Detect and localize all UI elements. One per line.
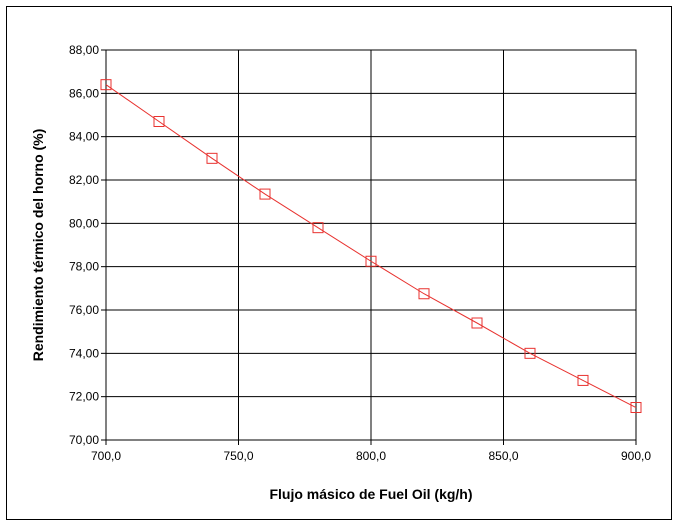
series-line bbox=[105, 84, 637, 408]
x-tick-label: 700,0 bbox=[91, 449, 121, 463]
data-point-marker bbox=[365, 255, 377, 267]
y-tick-label: 78,00 bbox=[69, 260, 99, 274]
data-point-marker bbox=[418, 288, 430, 300]
y-tick-label: 70,00 bbox=[69, 433, 99, 447]
y-tick-label: 88,00 bbox=[69, 43, 99, 57]
data-point-marker bbox=[471, 317, 483, 329]
data-point-marker bbox=[312, 222, 324, 234]
chart-frame bbox=[6, 6, 672, 520]
y-tick-label: 84,00 bbox=[69, 130, 99, 144]
data-point-marker bbox=[630, 402, 642, 413]
y-tick-label: 86,00 bbox=[69, 86, 99, 100]
y-tick-label: 76,00 bbox=[69, 303, 99, 317]
data-point-marker bbox=[577, 374, 589, 386]
x-tick-label: 850,0 bbox=[488, 449, 518, 463]
x-axis: 700,0 750,0 800,0 850,0 900,0 bbox=[91, 440, 651, 463]
data-point-marker bbox=[524, 347, 536, 359]
y-tick-label: 72,00 bbox=[69, 390, 99, 404]
grid-lines bbox=[105, 49, 637, 441]
y-axis: 70,00 72,00 74,00 76,00 78,00 80,00 82,00 84,00… bbox=[69, 43, 106, 447]
y-tick-label: 80,00 bbox=[69, 216, 99, 230]
y-axis-title: Rendimiento térmico del horno (%) bbox=[30, 129, 46, 362]
x-tick-label: 750,0 bbox=[223, 449, 253, 463]
data-point-marker bbox=[259, 188, 271, 200]
x-tick-label: 900,0 bbox=[621, 449, 651, 463]
data-point-marker bbox=[206, 152, 218, 164]
data-point-marker bbox=[100, 79, 112, 91]
x-tick-label: 800,0 bbox=[356, 449, 386, 463]
y-tick-label: 74,00 bbox=[69, 346, 99, 360]
y-tick-label: 82,00 bbox=[69, 173, 99, 187]
data-point-marker bbox=[153, 116, 165, 127]
series bbox=[100, 79, 642, 413]
x-axis-title: Flujo másico de Fuel Oil (kg/h) bbox=[269, 486, 472, 502]
